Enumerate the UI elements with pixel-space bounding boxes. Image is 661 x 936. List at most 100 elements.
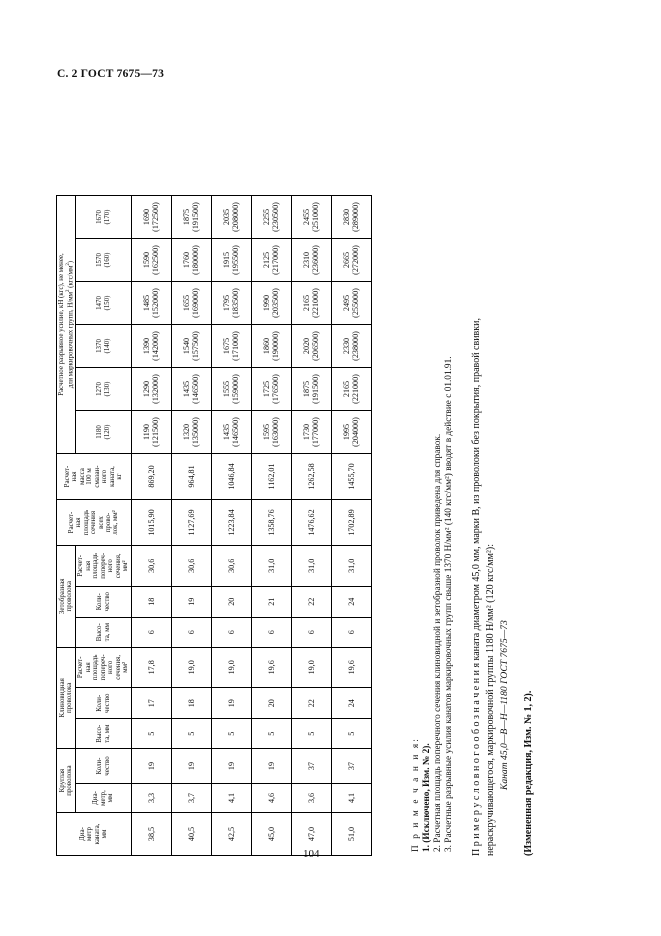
table-row: 42,5 4,1 19 5 19 19,0 6 20 30,6 1223,84 … [211, 195, 252, 856]
cell-force: 1390 (142000) [131, 324, 172, 368]
note-item-1: 1. (Исключено, Изм. № 2). [422, 743, 432, 852]
th-force-group-4: 1570 (160) [75, 238, 132, 282]
force-group-n: 1570 [95, 253, 103, 267]
force-n: 1485 [142, 294, 152, 312]
th-line: сечения [90, 510, 98, 535]
force-kgs: (221000) [311, 288, 321, 318]
cell-kanat-diameter: 45,0 [251, 812, 292, 856]
cell-total-area: 1223,84 [211, 499, 252, 546]
th-wedge-area: Расчет- ная площадь попереч- ного сечени… [75, 647, 132, 688]
page-number: 104 [303, 848, 320, 860]
force-n: 2665 [342, 251, 352, 269]
revision-note: (Измененная редакция, Изм. № 1, 2). [523, 690, 534, 856]
force-kgs: (191500) [191, 202, 201, 232]
cell-force: 1190 (121500) [131, 410, 172, 454]
force-kgs: (208000) [231, 202, 241, 232]
th-kanat-diameter: Диа- метр каната, мм [56, 812, 132, 856]
cell-zeta-height: 6 [131, 617, 172, 648]
table-body: 38,5 3,3 19 5 17 17,8 6 18 30,6 1015,90 … [131, 195, 372, 856]
cell-total-area: 1702,89 [331, 499, 372, 546]
th-force-group-1: 1270 (130) [75, 367, 132, 411]
cell-wedge-height: 5 [131, 718, 172, 749]
cell-round-diameter: 3,7 [171, 783, 212, 813]
th-line: площадь [82, 509, 90, 536]
cell-wedge-height: 5 [331, 718, 372, 749]
th-line: попереч- [99, 654, 107, 681]
th-line: площадь [92, 552, 100, 579]
cell-force: 1435 (146500) [211, 410, 252, 454]
th-line: всех [97, 516, 105, 529]
th-line: Расчет- [67, 511, 75, 534]
cell-zeta-area: 30,6 [211, 545, 252, 587]
th-line: чество [103, 592, 111, 612]
example-designation: Канат 45,0—В—Н—1180 ГОСТ 7675—73 [499, 620, 510, 790]
force-kgs: (180000) [191, 245, 201, 275]
cell-wedge-area: 19,6 [251, 647, 292, 688]
table-row: 40,5 3,7 19 5 18 19,0 6 19 30,6 1127,69 … [171, 195, 212, 856]
cell-force: 1320 (135000) [171, 410, 212, 454]
cell-zeta-height: 6 [211, 617, 252, 648]
cell-zeta-area: 31,0 [331, 545, 372, 587]
th-force-group-2: 1370 (140) [75, 324, 132, 368]
cell-force: 1875 (191500) [171, 195, 212, 239]
th-group-zeta: Зетобразная проволока [56, 545, 76, 648]
cell-wedge-height: 5 [291, 718, 332, 749]
cell-zeta-height: 6 [171, 617, 212, 648]
cell-zeta-height: 6 [251, 617, 292, 648]
cell-force: 2255 (230500) [251, 195, 292, 239]
cell-force: 1860 (190000) [251, 324, 292, 368]
force-n: 1675 [222, 337, 232, 355]
force-group-n: 1670 [95, 210, 103, 224]
wire-rope-spec-table: Диа- метр каната, мм Круглая проволока Кл… [56, 195, 372, 856]
force-kgs: (169000) [191, 288, 201, 318]
th-line: ного [107, 660, 115, 674]
th-line: метр, [99, 790, 107, 806]
cell-mass: 869,20 [131, 453, 172, 500]
note-item-3: 3. Расчетные разрывные усилия канатов ма… [444, 356, 454, 852]
th-round-count: Коли- чество [75, 748, 132, 784]
th-line: ная [75, 517, 83, 528]
force-n: 2035 [222, 208, 232, 226]
th-line: ного [107, 559, 115, 573]
cell-mass: 1455,70 [331, 453, 372, 500]
rotated-table-stage: Диа- метр каната, мм Круглая проволока Кл… [56, 195, 372, 856]
force-n: 1190 [142, 424, 152, 440]
th-wedge-height: Высо- та, мм [75, 718, 132, 749]
cell-wedge-count: 22 [291, 687, 332, 719]
cell-force: 2035 (208000) [211, 195, 252, 239]
force-kgs: (121500) [151, 417, 161, 447]
cell-round-count: 19 [251, 748, 292, 784]
force-n: 2165 [302, 294, 312, 312]
cell-kanat-diameter: 40,5 [171, 812, 212, 856]
th-line: чество [103, 756, 111, 776]
cell-round-count: 19 [171, 748, 212, 784]
cell-wedge-count: 20 [251, 687, 292, 719]
th-line: Расчет- [64, 465, 72, 488]
cell-force: 2310 (236000) [291, 238, 332, 282]
cell-mass: 1046,84 [211, 453, 252, 500]
force-kgs: (255000) [351, 288, 361, 318]
th-line: Диа- [92, 791, 100, 805]
cell-wedge-height: 5 [211, 718, 252, 749]
cell-round-diameter: 3,3 [131, 783, 172, 813]
cell-zeta-count: 18 [131, 586, 172, 618]
force-n: 1915 [222, 251, 232, 269]
th-zeta-count: Коли- чество [75, 586, 132, 618]
cell-force: 2165 (221000) [291, 281, 332, 325]
force-n: 1730 [302, 423, 312, 441]
cell-round-count: 37 [291, 748, 332, 784]
cell-force: 1595 (163000) [251, 410, 292, 454]
force-group-kgs: (170) [103, 209, 111, 225]
force-n: 1875 [182, 208, 192, 226]
cell-zeta-height: 6 [331, 617, 372, 648]
force-kgs: (238000) [351, 331, 361, 361]
force-n: 1995 [342, 423, 352, 441]
th-force-group-3: 1470 (150) [75, 281, 132, 325]
th-force-group-0: 1180 (120) [75, 410, 132, 454]
force-group-n: 1180 [95, 425, 103, 439]
force-n: 1320 [182, 423, 192, 441]
cell-kanat-diameter: 47,0 [291, 812, 332, 856]
th-line: мм² [122, 560, 130, 572]
force-kgs: (272000) [351, 245, 361, 275]
force-n: 2455 [302, 208, 312, 226]
